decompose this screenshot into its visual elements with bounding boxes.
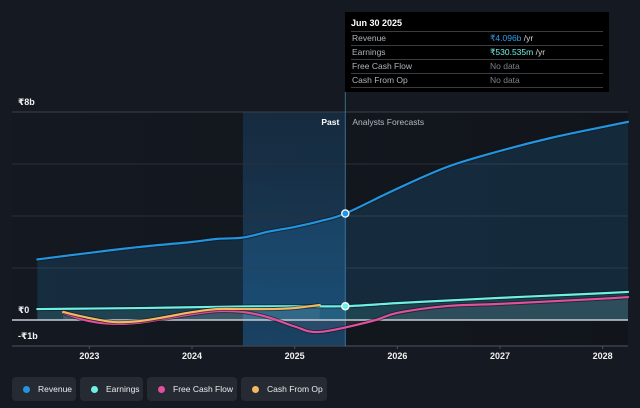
- tooltip-row-earnings: Earnings ₹530.535m /yr: [351, 46, 603, 60]
- cash-from-op-dot-icon: [252, 385, 259, 393]
- tooltip-value: No data: [490, 75, 520, 85]
- legend-label: Cash From Op: [267, 384, 323, 394]
- tooltip-label: Free Cash Flow: [352, 61, 412, 71]
- revenue-line: [36, 120, 630, 261]
- tooltip-label: Revenue: [352, 33, 387, 43]
- x-tick-label: 2023: [79, 351, 99, 361]
- revenue-dot-icon: [23, 385, 30, 393]
- x-tick-label: 2028: [593, 351, 613, 361]
- legend-label: Free Cash Flow: [173, 384, 233, 394]
- revenue-current-marker: [341, 209, 350, 218]
- tooltip-value: ₹530.535m /yr: [490, 47, 546, 57]
- forecast-zone-label: Analysts Forecasts: [352, 117, 424, 127]
- y-tick-label: ₹0: [18, 305, 29, 315]
- tooltip-date: Jun 30 2025: [351, 16, 603, 32]
- legend-toggle-earnings[interactable]: Earnings: [80, 377, 143, 401]
- x-tick-label: 2027: [490, 351, 510, 361]
- tooltip-row-free-cash-flow: Free Cash Flow No data: [351, 60, 603, 74]
- y-tick-label: ₹8b: [18, 97, 35, 107]
- tooltip-row-cash-from-op: Cash From Op No data: [351, 74, 603, 88]
- financials-chart: ₹8b ₹0 -₹1b 2023 2024 2025 2026 2027 2028 Past Ana…: [12, 92, 630, 361]
- y-tick-label: -₹1b: [18, 331, 38, 341]
- x-tick-label: 2026: [387, 351, 407, 361]
- legend-toggle-cash-from-op[interactable]: Cash From Op: [241, 377, 327, 401]
- legend-label: Earnings: [106, 384, 140, 394]
- free-cash-flow-dot-icon: [158, 385, 165, 393]
- tooltip-label: Earnings: [352, 47, 386, 57]
- cash-from-op-line: [62, 303, 321, 324]
- tooltip-value: ₹4.096b /yr: [490, 33, 534, 43]
- x-tick-label: 2025: [285, 351, 305, 361]
- earnings-dot-icon: [91, 385, 98, 393]
- tooltip-row-revenue: Revenue ₹4.096b /yr: [351, 32, 603, 46]
- chart-legend: Revenue Earnings Free Cash Flow Cash Fro…: [12, 377, 327, 401]
- tooltip-value: No data: [490, 61, 520, 71]
- legend-label: Revenue: [38, 384, 73, 394]
- x-tick-label: 2024: [182, 351, 202, 361]
- revenue-area: [37, 121, 629, 320]
- hover-tooltip: Jun 30 2025 Revenue ₹4.096b /yr Earnings…: [345, 12, 609, 92]
- earnings-current-marker: [341, 301, 350, 311]
- past-zone-label: Past: [321, 117, 339, 127]
- legend-toggle-free-cash-flow[interactable]: Free Cash Flow: [147, 377, 237, 401]
- legend-toggle-revenue[interactable]: Revenue: [12, 377, 76, 401]
- tooltip-label: Cash From Op: [352, 75, 408, 85]
